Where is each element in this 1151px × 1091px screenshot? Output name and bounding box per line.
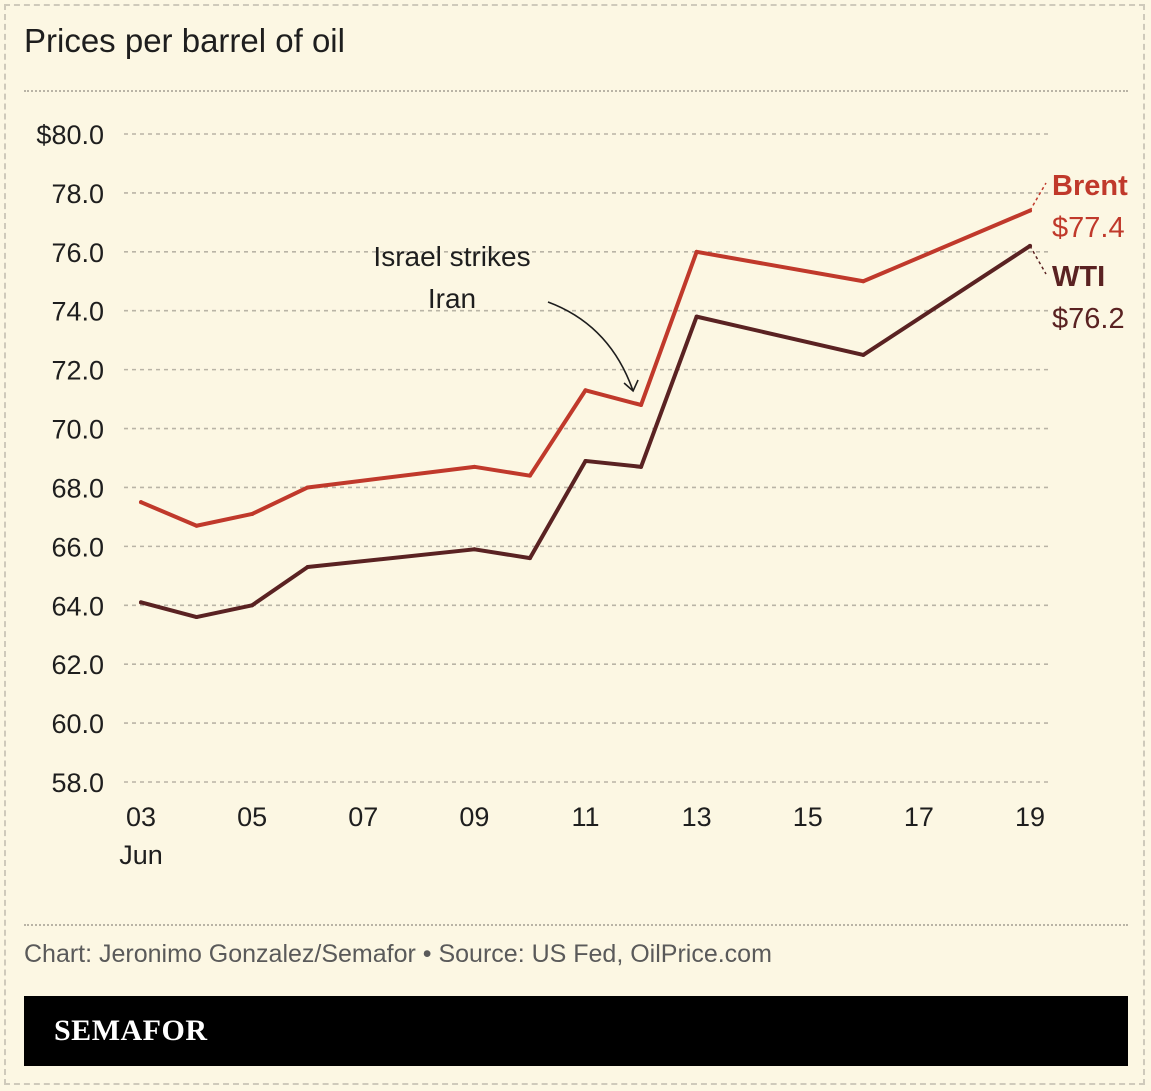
data-point: [527, 473, 532, 478]
x-tick-label: 09: [459, 802, 489, 832]
y-tick-label: 70.0: [51, 415, 104, 445]
y-tick-label: $80.0: [36, 120, 104, 150]
y-tick-label: 64.0: [51, 591, 104, 621]
x-tick-label: 07: [348, 802, 378, 832]
x-tick-label: 05: [237, 802, 267, 832]
data-point: [305, 485, 310, 490]
x-tick-label: 15: [793, 802, 823, 832]
data-point: [472, 464, 477, 469]
y-tick-label: 76.0: [51, 238, 104, 268]
y-tick-label: 74.0: [51, 297, 104, 327]
data-point: [639, 402, 644, 407]
data-point: [250, 511, 255, 516]
data-point: [861, 352, 866, 357]
y-tick-label: 66.0: [51, 532, 104, 562]
y-tick-label: 60.0: [51, 709, 104, 739]
brand-logo: SEMAFOR: [54, 1014, 208, 1047]
chart-frame: [4, 4, 1145, 1085]
y-tick-label: 72.0: [51, 356, 104, 386]
brand-footer: SEMAFOR: [24, 996, 1128, 1066]
y-tick-label: 62.0: [51, 650, 104, 680]
series-name-label: Brent: [1052, 170, 1128, 202]
data-point: [527, 556, 532, 561]
bottom-rule: [24, 924, 1128, 926]
data-point: [583, 388, 588, 393]
end-label-leader: [1029, 245, 1047, 275]
annotation-text: Israel strikes: [373, 241, 530, 272]
annotation-arrowhead: [623, 379, 639, 393]
x-tick-sublabel: Jun: [119, 840, 163, 870]
data-point: [583, 458, 588, 463]
end-label-leader: [1029, 182, 1047, 211]
data-point: [194, 615, 199, 620]
y-tick-label: 58.0: [51, 768, 104, 798]
series-end-value-label: $76.2: [1052, 303, 1125, 335]
chart-title: Prices per barrel of oil: [24, 22, 345, 59]
data-point: [305, 564, 310, 569]
x-tick-label: 13: [682, 802, 712, 832]
series-name-label: WTI: [1052, 261, 1105, 293]
annotation-arrow: [547, 301, 634, 392]
x-tick-label: 17: [904, 802, 934, 832]
data-point: [194, 523, 199, 528]
annotation-text: Iran: [428, 283, 476, 314]
series-line-wti: [139, 243, 1032, 620]
data-point: [639, 464, 644, 469]
data-point: [139, 500, 143, 505]
series-line-brent: [139, 208, 1032, 528]
chart-credit: Chart: Jeronimo Gonzalez/Semafor • Sourc…: [24, 940, 772, 968]
x-tick-label: 19: [1015, 802, 1045, 832]
y-tick-label: 68.0: [51, 473, 104, 503]
line-chart: 58.0 60.0 62.0 64.0 66.0 68.0 70.0 72.0 74.0 76.0…: [36, 120, 1128, 870]
series-end-value-label: $77.4: [1052, 212, 1125, 244]
data-point: [139, 600, 143, 605]
x-tick-label: 03: [126, 802, 156, 832]
y-tick-label: 78.0: [51, 179, 104, 209]
data-point: [472, 547, 477, 552]
data-point: [250, 603, 255, 608]
data-point: [694, 249, 699, 254]
data-point: [694, 314, 699, 319]
x-tick-label: 11: [571, 802, 599, 832]
top-rule: [24, 90, 1128, 92]
data-point: [861, 279, 866, 284]
